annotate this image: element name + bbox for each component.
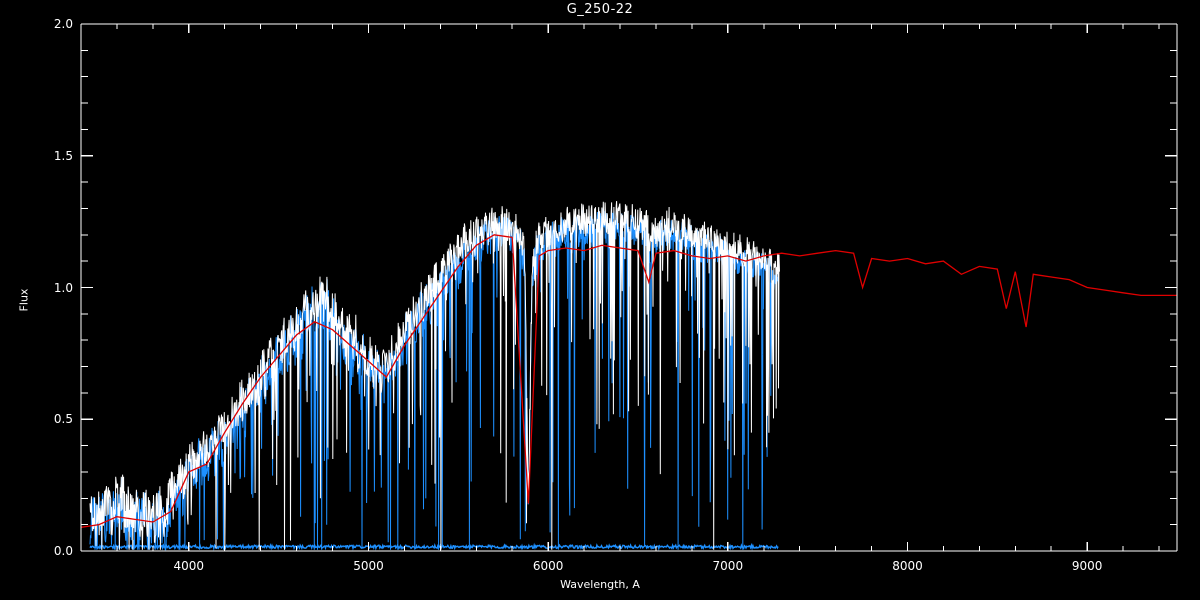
x-tick-label: 5000	[353, 559, 384, 573]
model-fit-layer	[81, 234, 1177, 528]
x-tick-label: 4000	[173, 559, 205, 573]
spectrum-canvas	[81, 201, 1177, 551]
y-axis-label: Flux	[17, 288, 31, 312]
x-tick-label: 8000	[892, 559, 923, 573]
y-tick-label: 0.5	[53, 412, 73, 427]
y-tick-label: 0.0	[53, 544, 73, 558]
observed-spectrum-layer	[89, 206, 779, 551]
x-axis-label: Wavelength, A	[560, 578, 640, 591]
x-tick-label: 9000	[1071, 559, 1103, 573]
page-title: G_250-22	[566, 2, 634, 17]
x-tick-label: 6000	[532, 559, 564, 573]
plot-area	[81, 24, 1177, 551]
error-spectrum-layer	[89, 542, 779, 551]
secondary-spectrum-layer	[89, 201, 780, 550]
y-tick-label: 1.0	[53, 280, 73, 295]
x-tick-label: 7000	[712, 559, 744, 573]
y-tick-label: 2.0	[53, 17, 73, 31]
y-tick-label: 1.5	[53, 148, 73, 163]
